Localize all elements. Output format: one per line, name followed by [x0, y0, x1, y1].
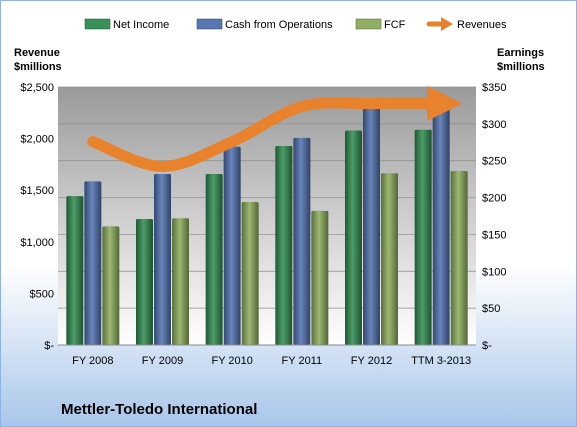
right-tick-label: $350 [482, 82, 506, 94]
legend-arrow-head [441, 17, 453, 31]
bar-cash-from-operations [293, 137, 311, 345]
right-tick-label: $50 [482, 303, 500, 315]
x-tick-label: FY 2011 [282, 355, 323, 367]
x-tick-label: FY 2009 [142, 355, 183, 367]
bar-fcf [102, 226, 120, 345]
legend: Net Income Cash from Operations FCF Revenue… [84, 17, 507, 31]
right-tick-label: $150 [482, 229, 506, 241]
bar-cash-from-operations [223, 146, 241, 345]
bar-net-income [275, 145, 293, 345]
left-tick-label: $2,500 [20, 82, 54, 94]
left-axis-label-2: $millions [14, 61, 62, 73]
bar-cash-from-operations [363, 103, 380, 345]
right-axis-label-1: Earnings [497, 47, 544, 59]
left-axis-ticks: $- $500 $1,000 $1,500 $2,000 $2,500 [20, 82, 54, 352]
x-axis-ticks: FY 2008 FY 2009 FY 2010 FY 2011 FY 2012 TTM 3… [72, 355, 471, 367]
left-tick-label: $1,000 [20, 237, 54, 249]
right-axis-label-2: $millions [497, 61, 545, 73]
right-axis-ticks: $- $50 $100 $150 $200 $250 $300 $350 [482, 82, 506, 352]
right-tick-label: $100 [482, 266, 506, 278]
bar-net-income [345, 130, 362, 345]
legend-swatch [355, 18, 382, 30]
left-tick-label: $- [44, 340, 54, 352]
bar-cash-from-operations [154, 173, 171, 345]
left-tick-label: $1,500 [20, 185, 54, 197]
company-name: Mettler-Toledo International [61, 401, 257, 418]
legend-label: FCF [384, 19, 406, 31]
legend-label: Net Income [113, 19, 169, 31]
revenue-line [87, 85, 463, 172]
plot-area [58, 87, 476, 345]
legend-swatch [196, 18, 223, 30]
bar-net-income [414, 129, 432, 345]
bar-fcf [311, 210, 329, 345]
x-tick-label: FY 2010 [211, 355, 252, 367]
legend-swatch [84, 18, 111, 30]
bar-net-income [136, 218, 153, 345]
bar-net-income [66, 196, 84, 345]
x-tick-label: TTM 3-2013 [411, 355, 471, 367]
left-tick-label: $2,000 [20, 134, 54, 146]
right-tick-label: $- [482, 340, 492, 352]
bar-fcf [241, 201, 259, 345]
right-tick-label: $300 [482, 119, 506, 131]
revenue-line-group [87, 85, 463, 172]
bar-cash-from-operations [432, 100, 450, 345]
right-tick-label: $250 [482, 156, 506, 168]
legend-label: Cash from Operations [225, 19, 333, 31]
bars [66, 100, 468, 345]
x-tick-label: FY 2008 [72, 355, 113, 367]
legend-label: Revenues [457, 19, 507, 31]
bar-fcf [381, 173, 398, 345]
bar-cash-from-operations [84, 181, 102, 345]
bar-net-income [205, 173, 223, 345]
bar-fcf [172, 218, 189, 345]
left-axis-label-1: Revenue [14, 47, 60, 59]
right-tick-label: $200 [482, 193, 506, 205]
left-tick-label: $500 [30, 288, 54, 300]
bar-fcf [450, 171, 468, 345]
x-tick-label: FY 2012 [351, 355, 392, 367]
